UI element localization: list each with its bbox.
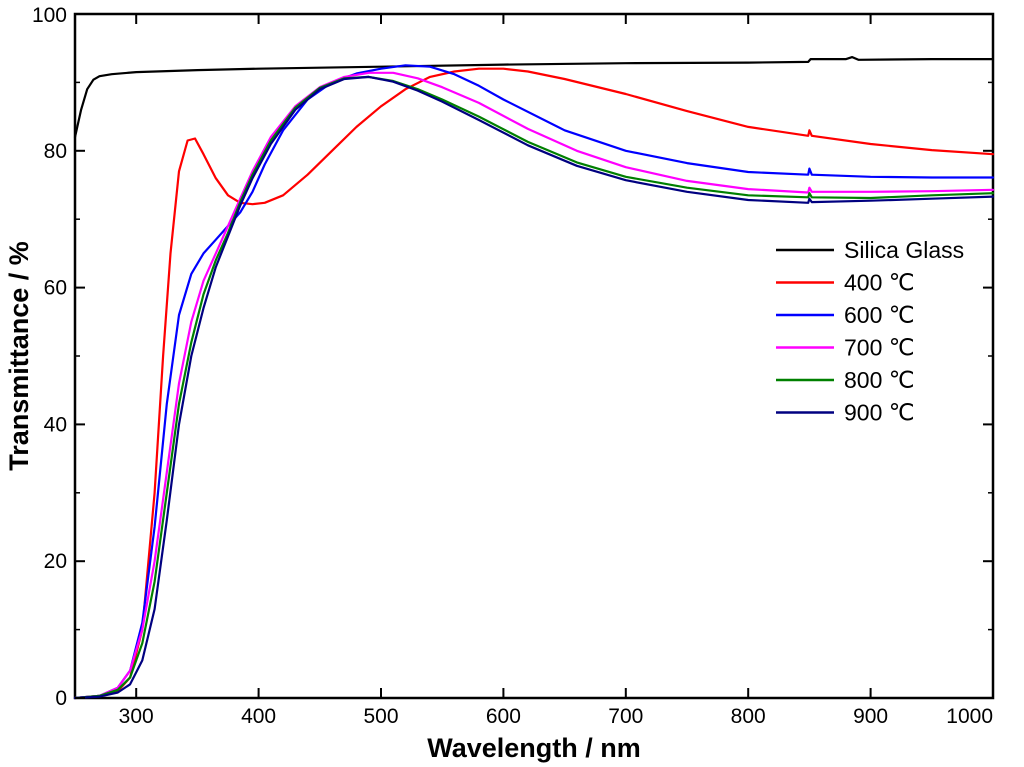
y-axis-title: Transmittance / % (4, 241, 34, 471)
legend: Silica Glass 400 ℃ 600 ℃ 700 ℃ 800 ℃ 900 ℃ (776, 237, 964, 426)
y-tick-label: 80 (44, 140, 67, 163)
legend-label: Silica Glass (844, 237, 964, 263)
y-tick-label: 40 (44, 413, 67, 436)
x-tick-label: 900 (853, 705, 888, 728)
legend-label: 600 ℃ (844, 302, 915, 328)
x-tick-label: 1000 (946, 705, 993, 728)
series-line-0 (73, 56, 995, 139)
ticks-group: 300 400 500 600 700 800 900 1000 0 20 40 60 80 100 (32, 4, 994, 728)
x-axis-title: Wavelength / nm (427, 733, 641, 763)
legend-label: 400 ℃ (844, 270, 915, 296)
x-tick-label: 800 (731, 705, 766, 728)
y-tick-label: 20 (44, 550, 67, 573)
legend-label: 700 ℃ (844, 335, 915, 361)
series-group (73, 56, 995, 700)
y-tick-label: 60 (44, 277, 67, 300)
legend-label: 900 ℃ (844, 400, 915, 426)
x-tick-label: 700 (608, 705, 643, 728)
x-tick-label: 400 (241, 705, 276, 728)
series-line-5 (73, 75, 995, 700)
legend-label: 800 ℃ (844, 367, 915, 393)
y-tick-label: 100 (32, 4, 67, 27)
x-tick-label: 600 (486, 705, 521, 728)
x-tick-label: 500 (363, 705, 398, 728)
x-tick-label: 300 (119, 705, 154, 728)
series-line-1 (73, 67, 995, 700)
y-tick-label: 0 (55, 687, 67, 710)
